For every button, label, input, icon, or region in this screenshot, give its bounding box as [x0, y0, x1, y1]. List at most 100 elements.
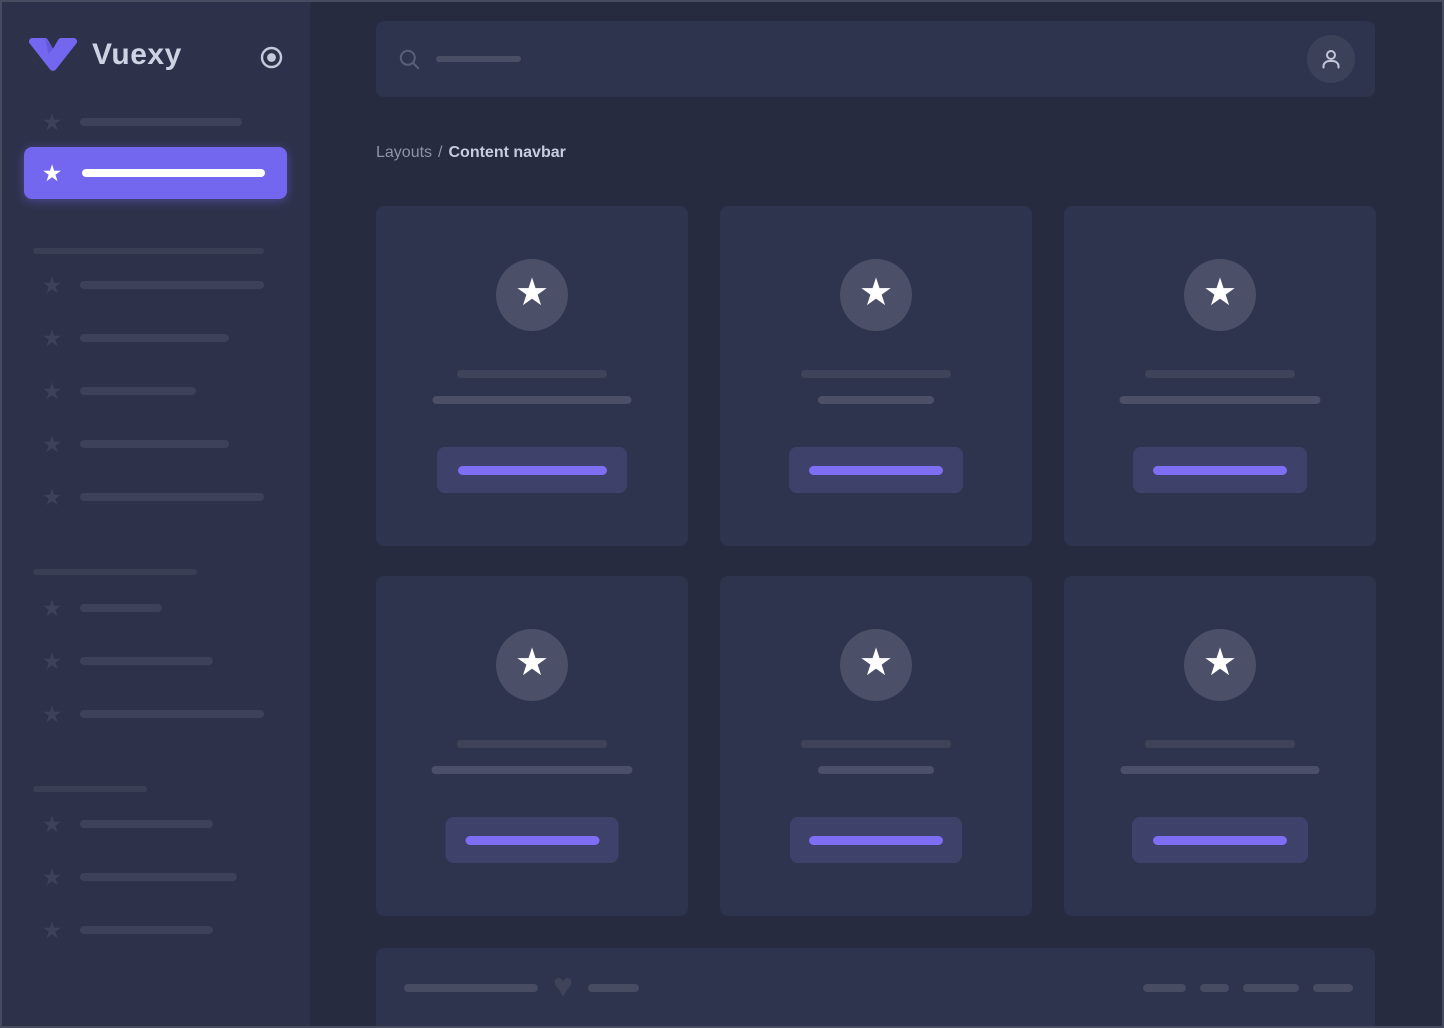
skeleton-bar — [1313, 984, 1353, 992]
page-footer: ♥ — [376, 948, 1375, 1028]
sidebar-item[interactable]: ★ — [40, 108, 242, 136]
skeleton-bar — [404, 984, 538, 992]
button-label-bar — [457, 465, 607, 475]
skeleton-line — [818, 396, 934, 404]
card-button[interactable] — [445, 817, 619, 863]
card-avatar: ★ — [496, 629, 568, 701]
user-icon — [1322, 50, 1340, 69]
skeleton-line — [1120, 766, 1320, 774]
sidebar-item[interactable]: ★ — [40, 377, 196, 405]
breadcrumb-parent-link[interactable]: Layouts — [376, 144, 433, 161]
star-icon: ★ — [41, 864, 63, 890]
sidebar-item-active[interactable]: ★ — [24, 147, 287, 199]
sidebar-nav: ★ ★ ★ ★ ★ ★ ★ ★ ★ ★ ★ ★ ★ — [0, 0, 310, 1028]
card-button[interactable] — [790, 817, 962, 863]
sidebar-item[interactable]: ★ — [40, 271, 264, 299]
sidebar-item[interactable]: ★ — [40, 916, 213, 944]
logo-row: Vuexy — [29, 38, 182, 72]
feature-card: ★ — [720, 206, 1032, 546]
app-title: Vuexy — [92, 38, 182, 71]
card-avatar: ★ — [840, 259, 912, 331]
skeleton-bar — [80, 493, 264, 501]
skeleton-bar — [80, 281, 264, 289]
star-icon: ★ — [41, 701, 63, 727]
sidebar-item[interactable]: ★ — [40, 863, 237, 891]
breadcrumb: Layouts / Content navbar — [376, 144, 1375, 161]
star-icon: ★ — [858, 642, 894, 684]
heart-icon: ♥ — [553, 967, 574, 1005]
skeleton-line — [1145, 370, 1295, 378]
section-heading-bar — [33, 248, 264, 254]
skeleton-line — [801, 740, 951, 748]
skeleton-bar — [80, 820, 213, 828]
feature-card: ★ — [1064, 206, 1376, 546]
skeleton-bar — [80, 440, 229, 448]
feature-card: ★ — [376, 206, 688, 546]
card-grid: ★ ★ ★ ★ ★ ★ — [376, 206, 1376, 916]
skeleton-line — [818, 766, 934, 774]
feature-card: ★ — [720, 576, 1032, 916]
button-label-bar — [1153, 835, 1287, 845]
star-icon: ★ — [41, 109, 63, 135]
skeleton-bar — [80, 387, 196, 395]
card-avatar: ★ — [840, 629, 912, 701]
skeleton-bar — [80, 926, 213, 934]
footer-left: ♥ — [404, 967, 640, 1005]
button-label-bar — [465, 835, 599, 845]
main-content: Layouts / Content navbar ★ ★ ★ ★ ★ ★ ♥ — [310, 0, 1444, 1028]
star-icon: ★ — [41, 595, 63, 621]
footer-right — [1143, 984, 1353, 992]
search-input[interactable] — [399, 49, 1307, 70]
skeleton-bar — [1143, 984, 1186, 992]
radio-circle-icon — [260, 46, 283, 69]
breadcrumb-separator: / — [438, 144, 443, 161]
card-avatar: ★ — [496, 259, 568, 331]
star-icon: ★ — [41, 431, 63, 457]
star-icon: ★ — [41, 378, 63, 404]
sidebar-item[interactable]: ★ — [40, 483, 264, 511]
sidebar-item[interactable]: ★ — [40, 594, 162, 622]
card-button[interactable] — [437, 447, 627, 493]
feature-card: ★ — [1064, 576, 1376, 916]
vuexy-logo-icon — [29, 38, 77, 71]
skeleton-bar — [82, 169, 265, 177]
sidebar-toggle-button[interactable] — [260, 46, 283, 69]
button-label-bar — [809, 835, 943, 845]
top-navbar — [376, 21, 1375, 97]
section-heading-bar — [33, 786, 147, 792]
star-icon: ★ — [41, 917, 63, 943]
skeleton-line — [431, 766, 633, 774]
card-avatar: ★ — [1184, 259, 1256, 331]
skeleton-bar — [1200, 984, 1229, 992]
skeleton-bar — [80, 873, 237, 881]
user-avatar-button[interactable] — [1307, 35, 1355, 83]
sidebar-item[interactable]: ★ — [40, 647, 213, 675]
card-button[interactable] — [789, 447, 963, 493]
star-icon: ★ — [41, 484, 63, 510]
sidebar: Vuexy ★ ★ ★ ★ ★ ★ ★ ★ ★ ★ ★ ★ ★ — [0, 0, 310, 1028]
star-icon: ★ — [41, 325, 63, 351]
star-icon: ★ — [41, 160, 63, 186]
skeleton-bar — [588, 984, 640, 992]
search-placeholder-bar — [436, 56, 521, 62]
card-avatar: ★ — [1184, 629, 1256, 701]
feature-card: ★ — [376, 576, 688, 916]
star-icon: ★ — [858, 272, 894, 314]
sidebar-item[interactable]: ★ — [40, 430, 229, 458]
skeleton-bar — [80, 604, 162, 612]
star-icon: ★ — [514, 272, 550, 314]
card-button[interactable] — [1132, 817, 1308, 863]
card-button[interactable] — [1133, 447, 1307, 493]
skeleton-line — [1119, 396, 1321, 404]
sidebar-item[interactable]: ★ — [40, 700, 264, 728]
skeleton-line — [1145, 740, 1295, 748]
skeleton-line — [801, 370, 951, 378]
button-label-bar — [809, 465, 943, 475]
skeleton-bar — [80, 118, 242, 126]
section-heading-bar — [33, 569, 197, 575]
search-icon — [399, 49, 420, 69]
sidebar-item[interactable]: ★ — [40, 324, 229, 352]
sidebar-item[interactable]: ★ — [40, 810, 213, 838]
skeleton-line — [432, 396, 632, 404]
star-icon: ★ — [1202, 272, 1238, 314]
